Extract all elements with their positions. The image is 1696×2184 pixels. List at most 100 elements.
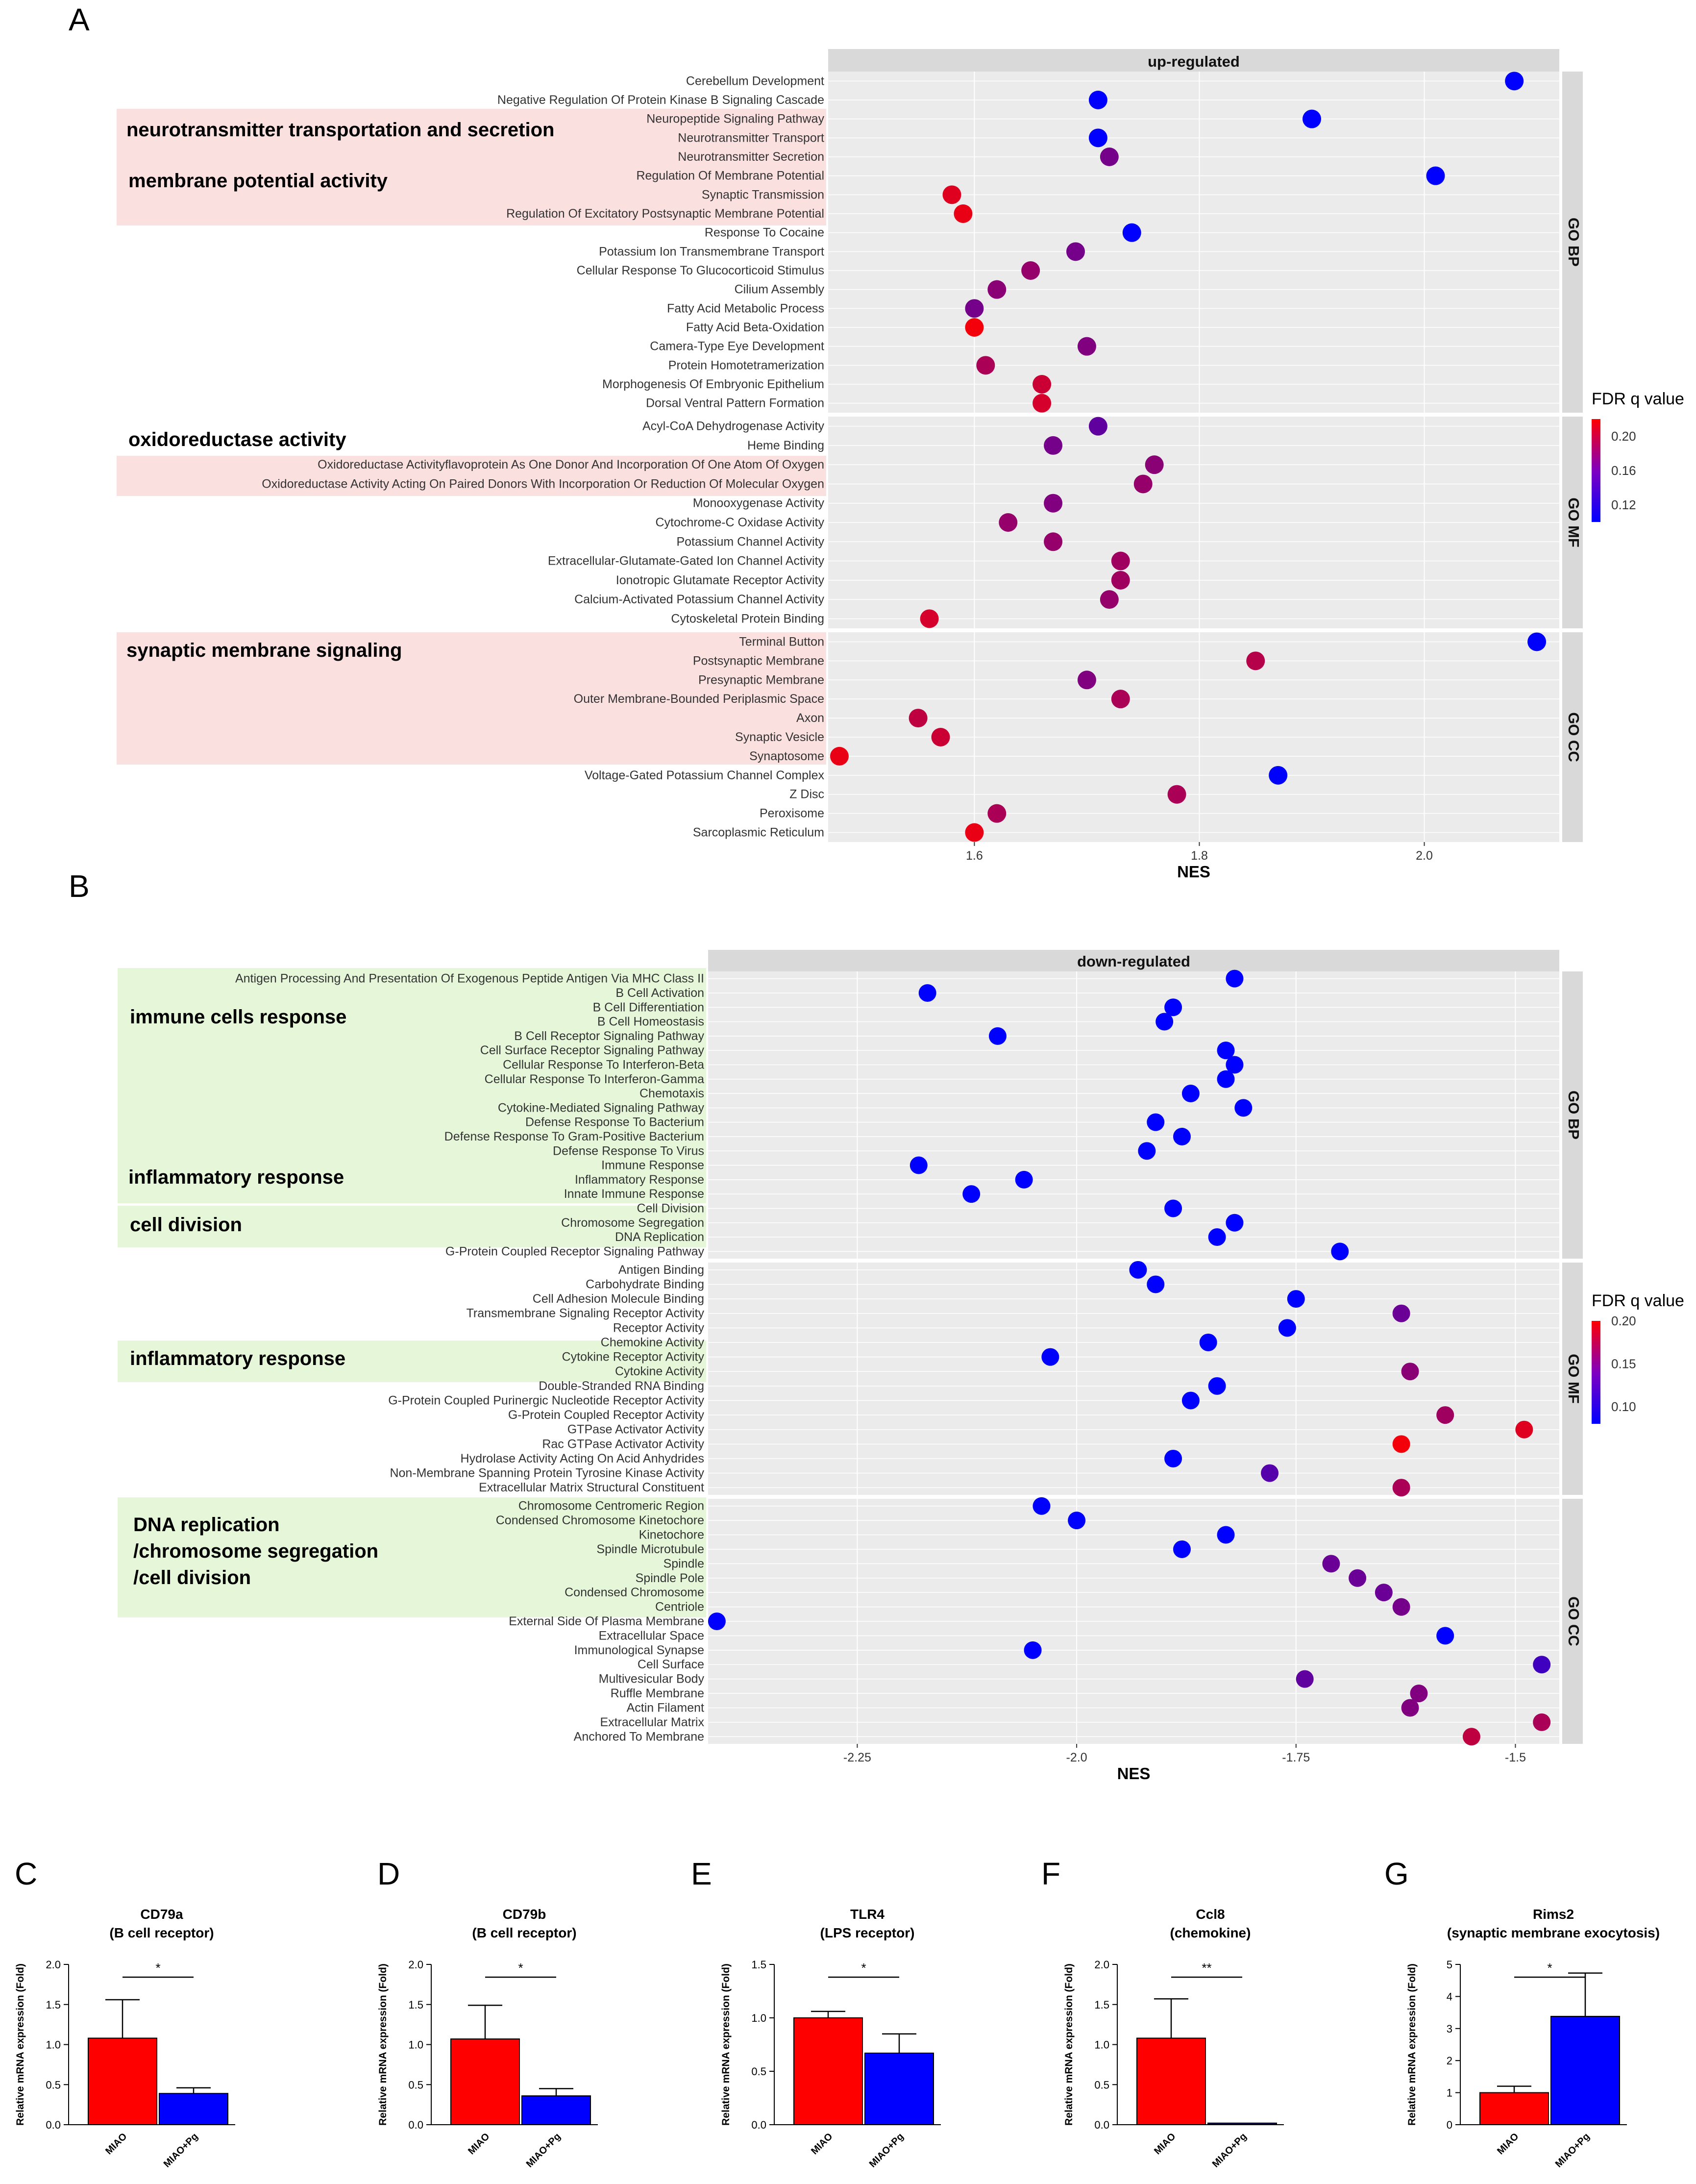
term-label: Cell Surface: [638, 1658, 704, 1671]
y-tick-label: 1: [1447, 2087, 1452, 2099]
term-dot: [965, 299, 984, 318]
term-dot: [1129, 1261, 1147, 1279]
term-label: Regulation Of Excitatory Postsynaptic Me…: [506, 207, 824, 221]
term-dot: [1401, 1699, 1419, 1717]
term-dot: [962, 1185, 981, 1203]
term-label: G-Protein Coupled Receptor Signaling Pat…: [445, 1244, 705, 1258]
term-label: Voltage-Gated Potassium Channel Complex: [585, 769, 825, 782]
panel-letter-B: B: [69, 869, 90, 904]
term-label: Extracellular-Glutamate-Gated Ion Channe…: [548, 554, 825, 568]
term-label: Neuropeptide Signaling Pathway: [646, 112, 824, 126]
strip-title: up-regulated: [1148, 53, 1240, 70]
highlight-label: inflammatory response: [130, 1348, 345, 1369]
y-tick-label: 5: [1447, 1959, 1452, 1971]
facet-strip-1: [1562, 1263, 1583, 1495]
term-dot: [1024, 1641, 1042, 1659]
bar-chart-subtitle: (LPS receptor): [820, 1925, 915, 1940]
term-dot: [1392, 1479, 1410, 1497]
term-label: Cytokine-Mediated Signaling Pathway: [498, 1101, 705, 1115]
panel-letter-A: A: [69, 2, 90, 37]
legend-tick: 0.20: [1611, 1314, 1636, 1328]
y-tick-label: 0.0: [751, 2119, 766, 2131]
term-dot: [976, 356, 995, 375]
term-label: Cellular Response To Glucocorticoid Stim…: [577, 264, 824, 277]
term-label: Z Disc: [789, 788, 824, 801]
term-dot: [1032, 394, 1052, 413]
term-dot: [1181, 1085, 1200, 1103]
term-label: Defense Response To Gram-Positive Bacter…: [444, 1130, 704, 1143]
term-label: Antigen Processing And Presentation Of E…: [235, 972, 704, 986]
y-axis-title: Relative mRNA expression (Fold): [15, 1963, 26, 2126]
term-dot: [1111, 690, 1130, 709]
term-label: Neurotransmitter Transport: [678, 131, 824, 145]
term-label: Protein Homotetramerization: [668, 358, 824, 372]
y-tick-label: 0: [1447, 2119, 1452, 2131]
significance-mark: *: [518, 1961, 523, 1975]
term-dot: [1021, 261, 1040, 280]
term-dot: [1331, 1242, 1349, 1261]
y-tick-label: 0.0: [408, 2119, 423, 2131]
term-dot: [1199, 1333, 1217, 1351]
term-dot: [1041, 1348, 1059, 1366]
term-label: Immunological Synapse: [574, 1643, 704, 1657]
facet-panel-1: [708, 1263, 1559, 1495]
bar-chart-subtitle: (chemokine): [1170, 1925, 1251, 1940]
term-label: G-Protein Coupled Receptor Activity: [508, 1408, 705, 1422]
x-tick-label: 2.0: [1416, 849, 1433, 863]
y-tick-label: 0.0: [1094, 2119, 1109, 2131]
bar-MIAO+Pg: [1550, 2015, 1620, 2126]
legend-colorbar: [1592, 419, 1600, 522]
category-label: MIAO+Pg: [162, 2131, 200, 2170]
bar-MIAO: [1479, 2092, 1549, 2126]
term-label: B Cell Receptor Signaling Pathway: [514, 1029, 704, 1043]
term-dot: [987, 804, 1007, 823]
term-dot: [1133, 474, 1153, 494]
term-label: B Cell Homeostasis: [597, 1015, 704, 1029]
term-label: Negative Regulation Of Protein Kinase B …: [497, 93, 824, 107]
highlight-box: [118, 1340, 706, 1382]
term-label: Receptor Activity: [613, 1321, 705, 1335]
bar-MIAO: [1136, 2037, 1206, 2125]
term-dot: [1515, 1420, 1533, 1439]
term-dot: [1032, 375, 1052, 394]
bar-chart-subtitle: (B cell receptor): [472, 1925, 576, 1940]
term-dot: [954, 204, 973, 223]
facet-strip-2: [1562, 632, 1583, 842]
term-dot: [1044, 532, 1063, 551]
term-label: Cell Surface Receptor Signaling Pathway: [480, 1043, 705, 1057]
term-label: Acyl-CoA Dehydrogenase Activity: [642, 420, 825, 433]
term-label: Potassium Channel Activity: [676, 535, 824, 548]
term-label: B Cell Differentiation: [593, 1000, 704, 1014]
highlight-label: inflammatory response: [128, 1166, 344, 1188]
term-dot: [1462, 1728, 1480, 1746]
bar-panel-G: Rims2 (synaptic membrane exocytosis) 0 1 2 3 4…: [1406, 1907, 1660, 2170]
term-dot: [1296, 1670, 1314, 1688]
panel-letter-D: D: [377, 1856, 400, 1891]
category-label: MIAO+Pg: [524, 2131, 563, 2170]
term-label: Transmembrane Signaling Receptor Activit…: [467, 1307, 705, 1320]
term-label: Calcium-Activated Potassium Channel Acti…: [574, 593, 824, 606]
term-dot: [965, 318, 984, 337]
term-dot: [1410, 1685, 1428, 1703]
term-dot: [1181, 1391, 1200, 1410]
bar-panel-E: TLR4 (LPS receptor) 0.0 0.5 1.0 1.5 Relative m…: [720, 1907, 941, 2170]
term-dot: [1217, 1070, 1235, 1088]
y-axis-title: Relative mRNA expression (Fold): [720, 1963, 732, 2126]
term-dot: [1278, 1319, 1296, 1337]
category-label: MIAO: [466, 2131, 492, 2157]
term-label: Defense Response To Bacterium: [525, 1116, 704, 1129]
term-dot: [1533, 1656, 1551, 1674]
legend-tick: 0.12: [1611, 497, 1636, 512]
term-dot: [1138, 1142, 1156, 1160]
term-label: Chromosome Segregation: [561, 1216, 704, 1230]
term-label: Ionotropic Glutamate Receptor Activity: [616, 573, 825, 587]
term-label: Presynaptic Membrane: [698, 673, 824, 687]
term-dot: [1088, 91, 1107, 109]
term-label: Cytokine Activity: [615, 1365, 705, 1378]
y-tick-label: 1.0: [1094, 2039, 1109, 2051]
term-dot: [1426, 166, 1445, 185]
term-dot: [1226, 1214, 1244, 1232]
term-dot: [1068, 1512, 1086, 1530]
term-dot: [1392, 1304, 1410, 1322]
bar-MIAO+Pg: [1207, 2122, 1277, 2125]
